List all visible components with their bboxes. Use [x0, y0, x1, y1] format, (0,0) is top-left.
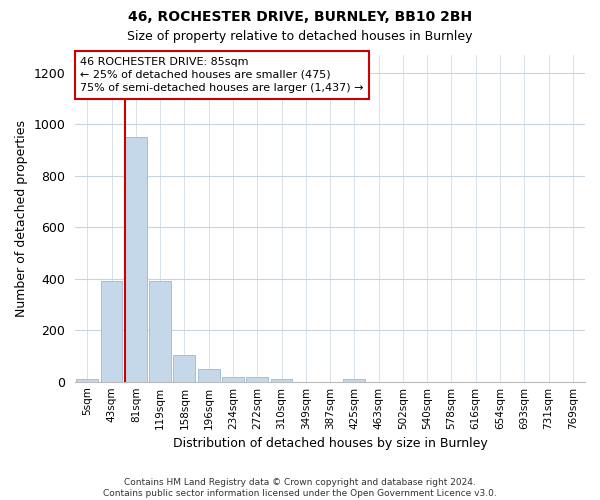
Bar — [343, 379, 365, 382]
Bar — [198, 369, 220, 382]
Text: 46, ROCHESTER DRIVE, BURNLEY, BB10 2BH: 46, ROCHESTER DRIVE, BURNLEY, BB10 2BH — [128, 10, 472, 24]
Bar — [76, 379, 98, 382]
X-axis label: Distribution of detached houses by size in Burnley: Distribution of detached houses by size … — [173, 437, 487, 450]
Text: Size of property relative to detached houses in Burnley: Size of property relative to detached ho… — [127, 30, 473, 43]
Bar — [222, 376, 244, 382]
Bar — [271, 379, 292, 382]
Text: Contains HM Land Registry data © Crown copyright and database right 2024.
Contai: Contains HM Land Registry data © Crown c… — [103, 478, 497, 498]
Bar — [247, 376, 268, 382]
Text: 46 ROCHESTER DRIVE: 85sqm
← 25% of detached houses are smaller (475)
75% of semi: 46 ROCHESTER DRIVE: 85sqm ← 25% of detac… — [80, 56, 364, 93]
Bar — [101, 282, 122, 382]
Bar — [149, 282, 171, 382]
Bar — [125, 138, 147, 382]
Y-axis label: Number of detached properties: Number of detached properties — [15, 120, 28, 317]
Bar — [173, 354, 196, 382]
